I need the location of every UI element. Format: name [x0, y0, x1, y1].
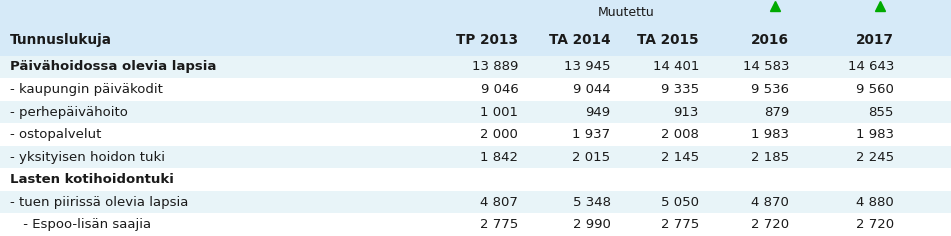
Text: 2 185: 2 185 — [751, 151, 789, 164]
Text: 9 046: 9 046 — [480, 83, 518, 96]
FancyBboxPatch shape — [0, 0, 951, 56]
Text: 855: 855 — [868, 105, 894, 118]
Text: 9 044: 9 044 — [573, 83, 611, 96]
Text: 4 880: 4 880 — [856, 196, 894, 209]
Text: 2 720: 2 720 — [856, 218, 894, 231]
Text: 1 842: 1 842 — [480, 151, 518, 164]
FancyBboxPatch shape — [0, 101, 951, 123]
Text: 5 348: 5 348 — [573, 196, 611, 209]
Text: - kaupungin päiväkodit: - kaupungin päiväkodit — [10, 83, 163, 96]
Text: 913: 913 — [673, 105, 699, 118]
Text: 2 000: 2 000 — [480, 128, 518, 141]
FancyBboxPatch shape — [0, 146, 951, 169]
Text: - tuen piirissä olevia lapsia: - tuen piirissä olevia lapsia — [10, 196, 188, 209]
Text: 2016: 2016 — [751, 33, 789, 47]
Text: - ostopalvelut: - ostopalvelut — [10, 128, 101, 141]
Text: 9 335: 9 335 — [661, 83, 699, 96]
Text: 4 807: 4 807 — [480, 196, 518, 209]
FancyBboxPatch shape — [0, 214, 951, 236]
Text: 13 889: 13 889 — [472, 60, 518, 73]
Text: 2 245: 2 245 — [856, 151, 894, 164]
Text: 14 643: 14 643 — [847, 60, 894, 73]
Text: TA 2014: TA 2014 — [549, 33, 611, 47]
Text: 9 560: 9 560 — [856, 83, 894, 96]
Text: 2 720: 2 720 — [751, 218, 789, 231]
Text: 1 983: 1 983 — [751, 128, 789, 141]
Text: 4 870: 4 870 — [751, 196, 789, 209]
Text: TP 2013: TP 2013 — [456, 33, 518, 47]
FancyBboxPatch shape — [0, 191, 951, 214]
Text: 949: 949 — [586, 105, 611, 118]
Text: Lasten kotihoidontuki: Lasten kotihoidontuki — [10, 173, 173, 186]
Text: 2 775: 2 775 — [661, 218, 699, 231]
Text: 13 945: 13 945 — [564, 60, 611, 73]
Text: - yksityisen hoidon tuki: - yksityisen hoidon tuki — [10, 151, 165, 164]
Text: Tunnuslukuja: Tunnuslukuja — [10, 33, 111, 47]
Text: 2 990: 2 990 — [573, 218, 611, 231]
Text: Muutettu: Muutettu — [598, 6, 654, 19]
Text: 2017: 2017 — [856, 33, 894, 47]
Text: 9 536: 9 536 — [751, 83, 789, 96]
Text: 2 008: 2 008 — [661, 128, 699, 141]
Text: 1 983: 1 983 — [856, 128, 894, 141]
Text: 14 401: 14 401 — [652, 60, 699, 73]
Text: TA 2015: TA 2015 — [637, 33, 699, 47]
Text: - Espoo-lisän saajia: - Espoo-lisän saajia — [19, 218, 151, 231]
FancyBboxPatch shape — [0, 56, 951, 78]
Text: 1 001: 1 001 — [480, 105, 518, 118]
Text: 5 050: 5 050 — [661, 196, 699, 209]
FancyBboxPatch shape — [0, 169, 951, 191]
Text: 2 145: 2 145 — [661, 151, 699, 164]
FancyBboxPatch shape — [0, 78, 951, 101]
Text: - perhepäivähoito: - perhepäivähoito — [10, 105, 127, 118]
FancyBboxPatch shape — [0, 123, 951, 146]
Text: 879: 879 — [764, 105, 789, 118]
Text: 14 583: 14 583 — [743, 60, 789, 73]
Text: 2 775: 2 775 — [480, 218, 518, 231]
Text: 2 015: 2 015 — [573, 151, 611, 164]
Text: Päivähoidossa olevia lapsia: Päivähoidossa olevia lapsia — [10, 60, 216, 73]
Text: 1 937: 1 937 — [573, 128, 611, 141]
